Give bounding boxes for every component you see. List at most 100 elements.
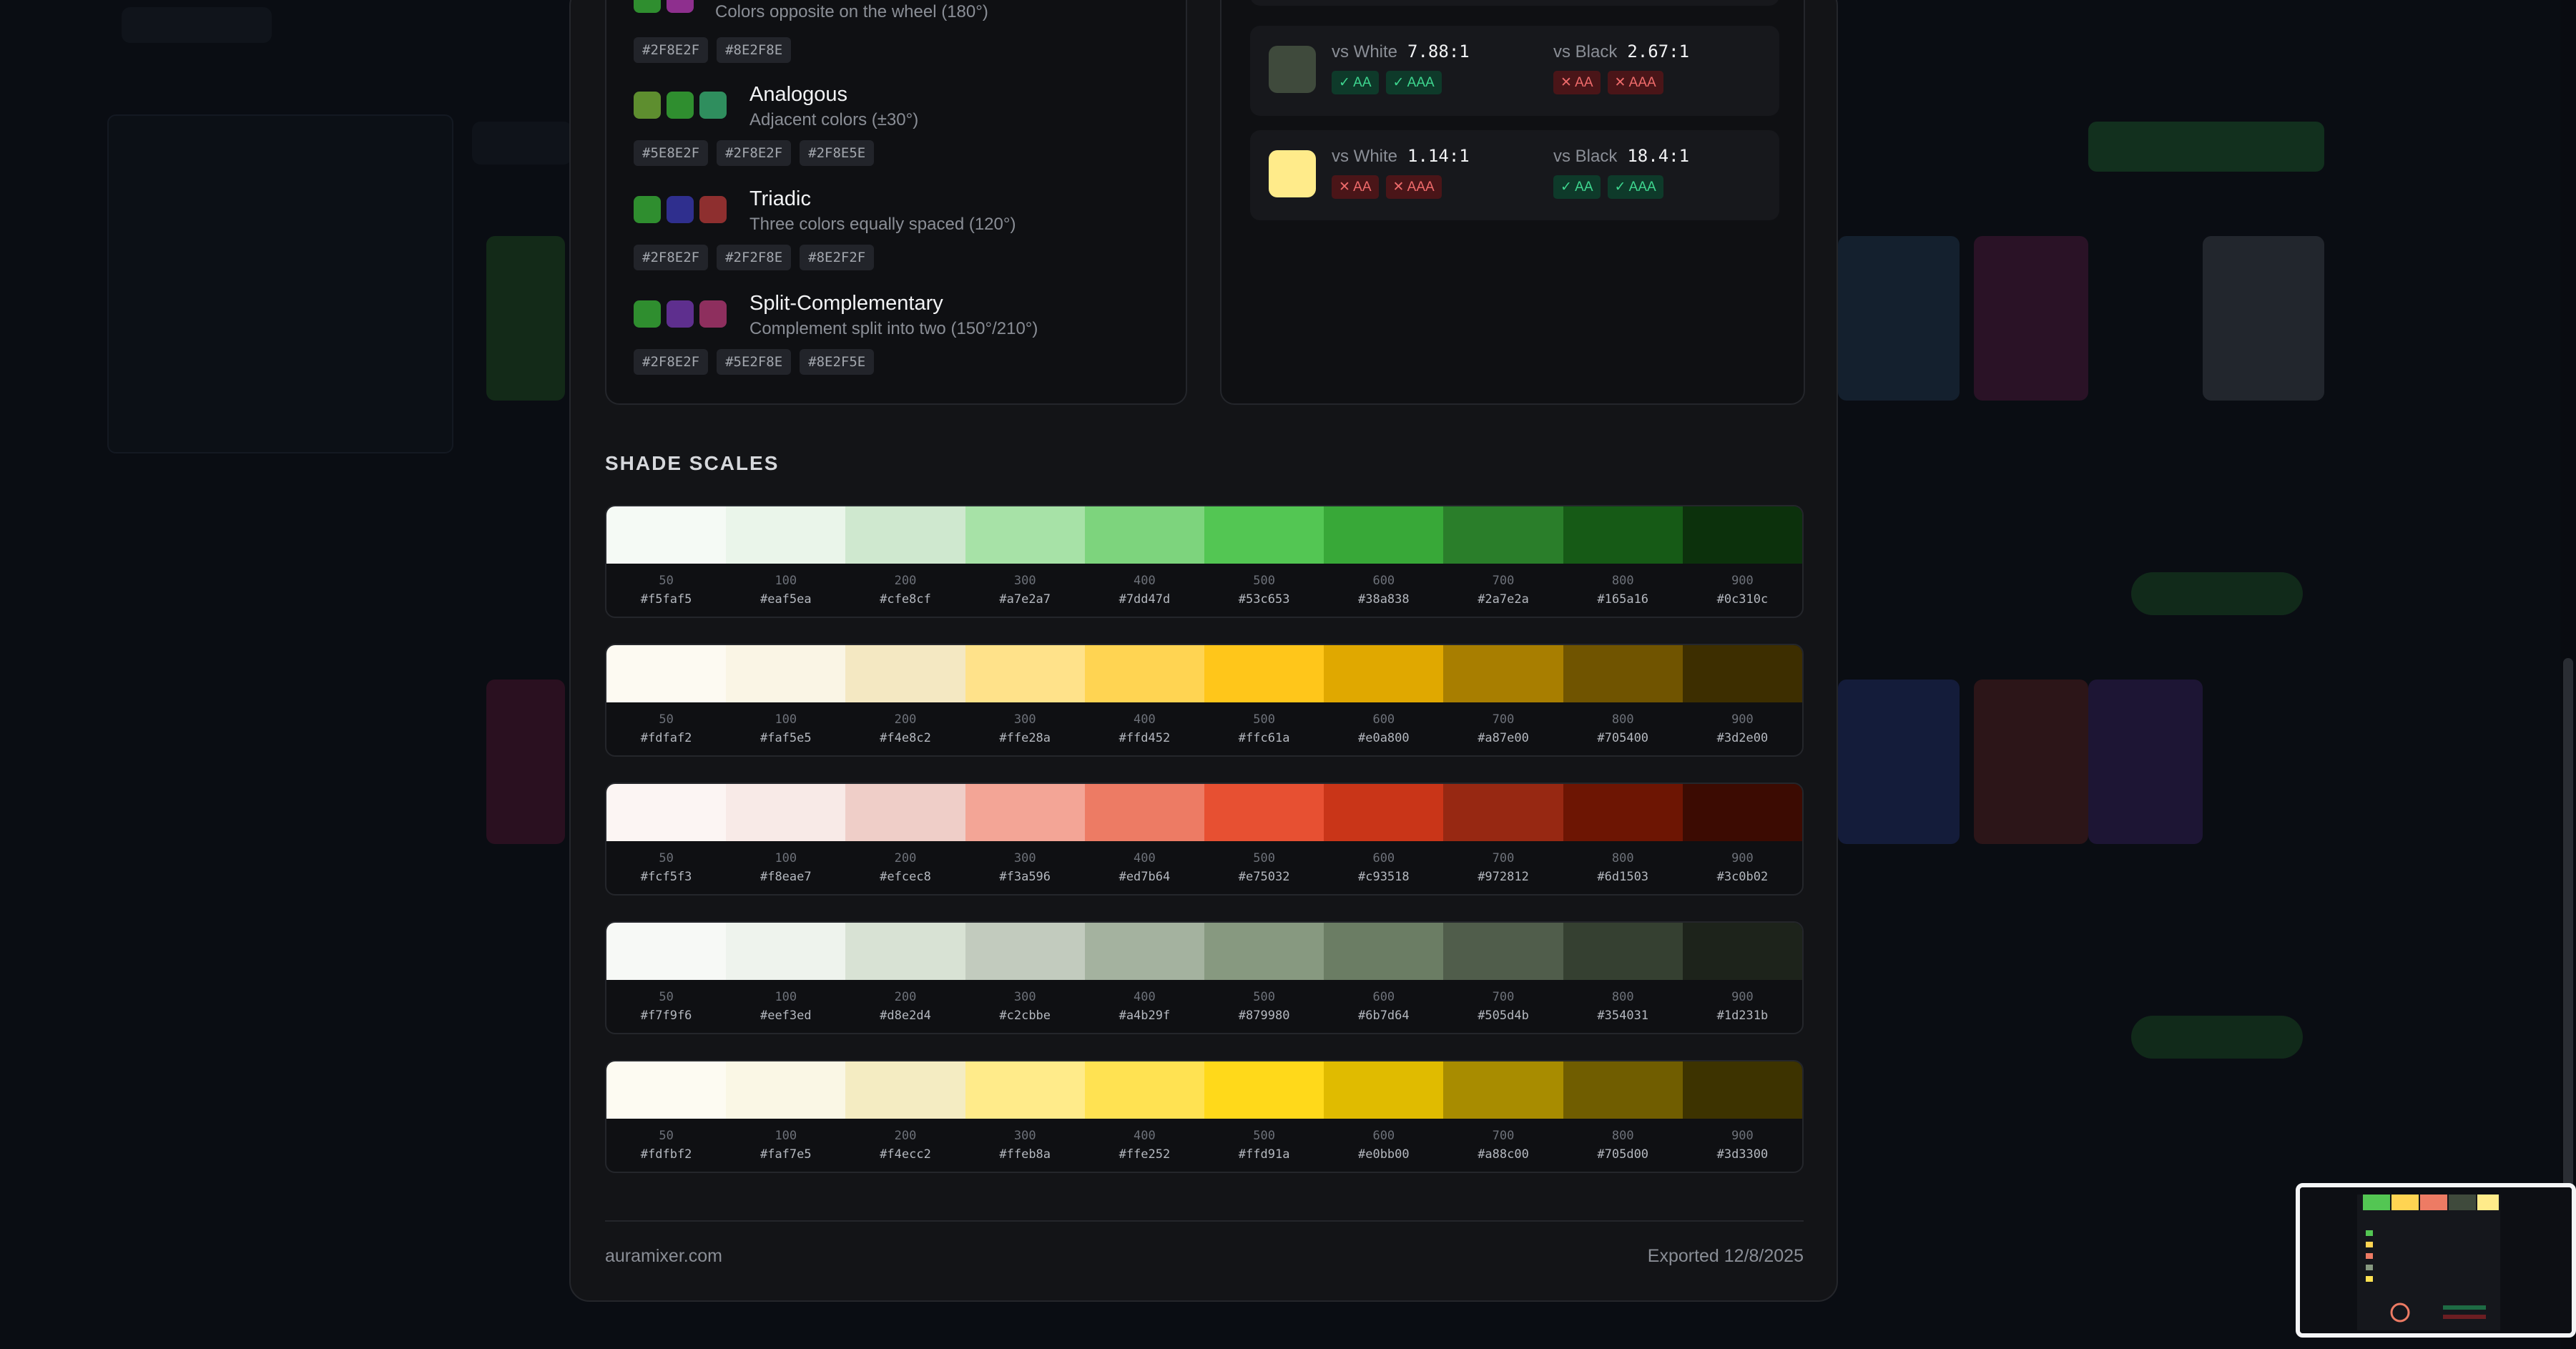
hex-tag[interactable]: #2F8E5E [800, 140, 875, 166]
shade-hex[interactable]: #ffeb8a [999, 1147, 1051, 1162]
color-swatch[interactable] [667, 300, 694, 328]
hex-tag[interactable]: #2F8E2F [717, 140, 792, 166]
shade-swatch[interactable] [965, 784, 1085, 841]
color-swatch[interactable] [699, 92, 727, 119]
shade-hex[interactable]: #ffc61a [1238, 731, 1290, 745]
shade-hex[interactable]: #ffd452 [1119, 731, 1171, 745]
shade-hex[interactable]: #972812 [1478, 870, 1529, 884]
color-swatch[interactable] [667, 196, 694, 223]
shade-hex[interactable]: #f5faf5 [640, 592, 692, 607]
shade-hex[interactable]: #e0a800 [1357, 731, 1410, 745]
shade-swatch[interactable] [1204, 645, 1324, 702]
shade-hex[interactable]: #f3a596 [999, 870, 1051, 884]
shade-swatch[interactable] [1084, 923, 1205, 980]
shade-hex[interactable]: #3d2e00 [1716, 731, 1769, 745]
color-swatch[interactable] [634, 92, 661, 119]
shade-swatch[interactable] [1443, 923, 1563, 980]
shade-hex[interactable]: #1d231b [1716, 1009, 1769, 1023]
shade-hex[interactable]: #6b7d64 [1357, 1009, 1410, 1023]
shade-swatch[interactable] [1084, 784, 1205, 841]
shade-hex[interactable]: #f7f9f6 [640, 1009, 692, 1023]
shade-swatch[interactable] [606, 645, 727, 702]
shade-hex[interactable]: #ffd91a [1238, 1147, 1290, 1162]
shade-hex[interactable]: #fcf5f3 [640, 870, 692, 884]
shade-swatch[interactable] [965, 506, 1085, 564]
shade-swatch[interactable] [1563, 645, 1683, 702]
shade-swatch[interactable] [1324, 923, 1444, 980]
shade-hex[interactable]: #eef3ed [759, 1009, 812, 1023]
shade-hex[interactable]: #ffe252 [1119, 1147, 1171, 1162]
shade-hex[interactable]: #6d1503 [1597, 870, 1649, 884]
shade-hex[interactable]: #3d3300 [1716, 1147, 1769, 1162]
color-swatch[interactable] [667, 92, 694, 119]
shade-swatch[interactable] [1204, 784, 1324, 841]
color-swatch[interactable] [634, 300, 661, 328]
shade-hex[interactable]: #fdfaf2 [640, 731, 692, 745]
scrollbar[interactable] [2560, 0, 2576, 1349]
shade-swatch[interactable] [726, 784, 846, 841]
shade-swatch[interactable] [1324, 506, 1444, 564]
hex-tag[interactable]: #5E2F8E [717, 349, 792, 375]
shade-swatch[interactable] [726, 923, 846, 980]
shade-swatch[interactable] [1563, 784, 1683, 841]
shade-hex[interactable]: #f4ecc2 [880, 1147, 931, 1162]
color-swatch[interactable] [699, 300, 727, 328]
color-swatch[interactable] [699, 196, 727, 223]
shade-hex[interactable]: #a7e2a7 [999, 592, 1051, 607]
shade-hex[interactable]: #879980 [1238, 1009, 1290, 1023]
shade-hex[interactable]: #705400 [1597, 731, 1649, 745]
shade-hex[interactable]: #a87e00 [1478, 731, 1529, 745]
shade-swatch[interactable] [845, 645, 965, 702]
shade-swatch[interactable] [1084, 506, 1205, 564]
color-swatch[interactable] [634, 196, 661, 223]
shade-swatch[interactable] [1682, 923, 1802, 980]
shade-swatch[interactable] [726, 1061, 846, 1119]
shade-swatch[interactable] [1443, 1061, 1563, 1119]
color-swatch[interactable] [634, 0, 661, 13]
hex-tag[interactable]: #8E2F8E [717, 37, 792, 63]
shade-hex[interactable]: #ffe28a [999, 731, 1051, 745]
shade-hex[interactable]: #d8e2d4 [880, 1009, 931, 1023]
shade-hex[interactable]: #faf5e5 [759, 731, 812, 745]
shade-swatch[interactable] [1204, 506, 1324, 564]
shade-swatch[interactable] [965, 923, 1085, 980]
shade-hex[interactable]: #efcec8 [880, 870, 931, 884]
shade-swatch[interactable] [726, 645, 846, 702]
shade-swatch[interactable] [1682, 506, 1802, 564]
shade-swatch[interactable] [1204, 1061, 1324, 1119]
shade-swatch[interactable] [845, 923, 965, 980]
shade-swatch[interactable] [1563, 506, 1683, 564]
shade-hex[interactable]: #705d00 [1597, 1147, 1649, 1162]
hex-tag[interactable]: #8E2F5E [800, 349, 875, 375]
hex-tag[interactable]: #2F2F8E [717, 245, 792, 270]
shade-hex[interactable]: #f8eae7 [759, 870, 812, 884]
shade-swatch[interactable] [965, 1061, 1085, 1119]
shade-swatch[interactable] [606, 923, 727, 980]
shade-hex[interactable]: #c93518 [1357, 870, 1410, 884]
shade-swatch[interactable] [1682, 1061, 1802, 1119]
hex-tag[interactable]: #2F8E2F [634, 349, 709, 375]
shade-swatch[interactable] [1682, 645, 1802, 702]
hex-tag[interactable]: #8E2F2F [800, 245, 875, 270]
shade-swatch[interactable] [965, 645, 1085, 702]
shade-swatch[interactable] [1563, 923, 1683, 980]
shade-swatch[interactable] [845, 506, 965, 564]
shade-swatch[interactable] [1563, 1061, 1683, 1119]
shade-hex[interactable]: #0c310c [1716, 592, 1769, 607]
minimap-preview[interactable] [2296, 1183, 2576, 1338]
shade-hex[interactable]: #38a838 [1357, 592, 1410, 607]
shade-swatch[interactable] [1443, 506, 1563, 564]
shade-swatch[interactable] [1084, 1061, 1205, 1119]
shade-hex[interactable]: #e0bb00 [1357, 1147, 1410, 1162]
shade-swatch[interactable] [606, 784, 727, 841]
shade-swatch[interactable] [606, 1061, 727, 1119]
hex-tag[interactable]: #2F8E2F [634, 245, 709, 270]
shade-hex[interactable]: #c2cbbe [999, 1009, 1051, 1023]
shade-hex[interactable]: #eaf5ea [759, 592, 812, 607]
shade-hex[interactable]: #3c0b02 [1716, 870, 1769, 884]
shade-hex[interactable]: #fdfbf2 [640, 1147, 692, 1162]
scrollbar-thumb[interactable] [2563, 658, 2573, 1187]
shade-hex[interactable]: #2a7e2a [1478, 592, 1529, 607]
shade-hex[interactable]: #a88c00 [1478, 1147, 1529, 1162]
hex-tag[interactable]: #5E8E2F [634, 140, 709, 166]
